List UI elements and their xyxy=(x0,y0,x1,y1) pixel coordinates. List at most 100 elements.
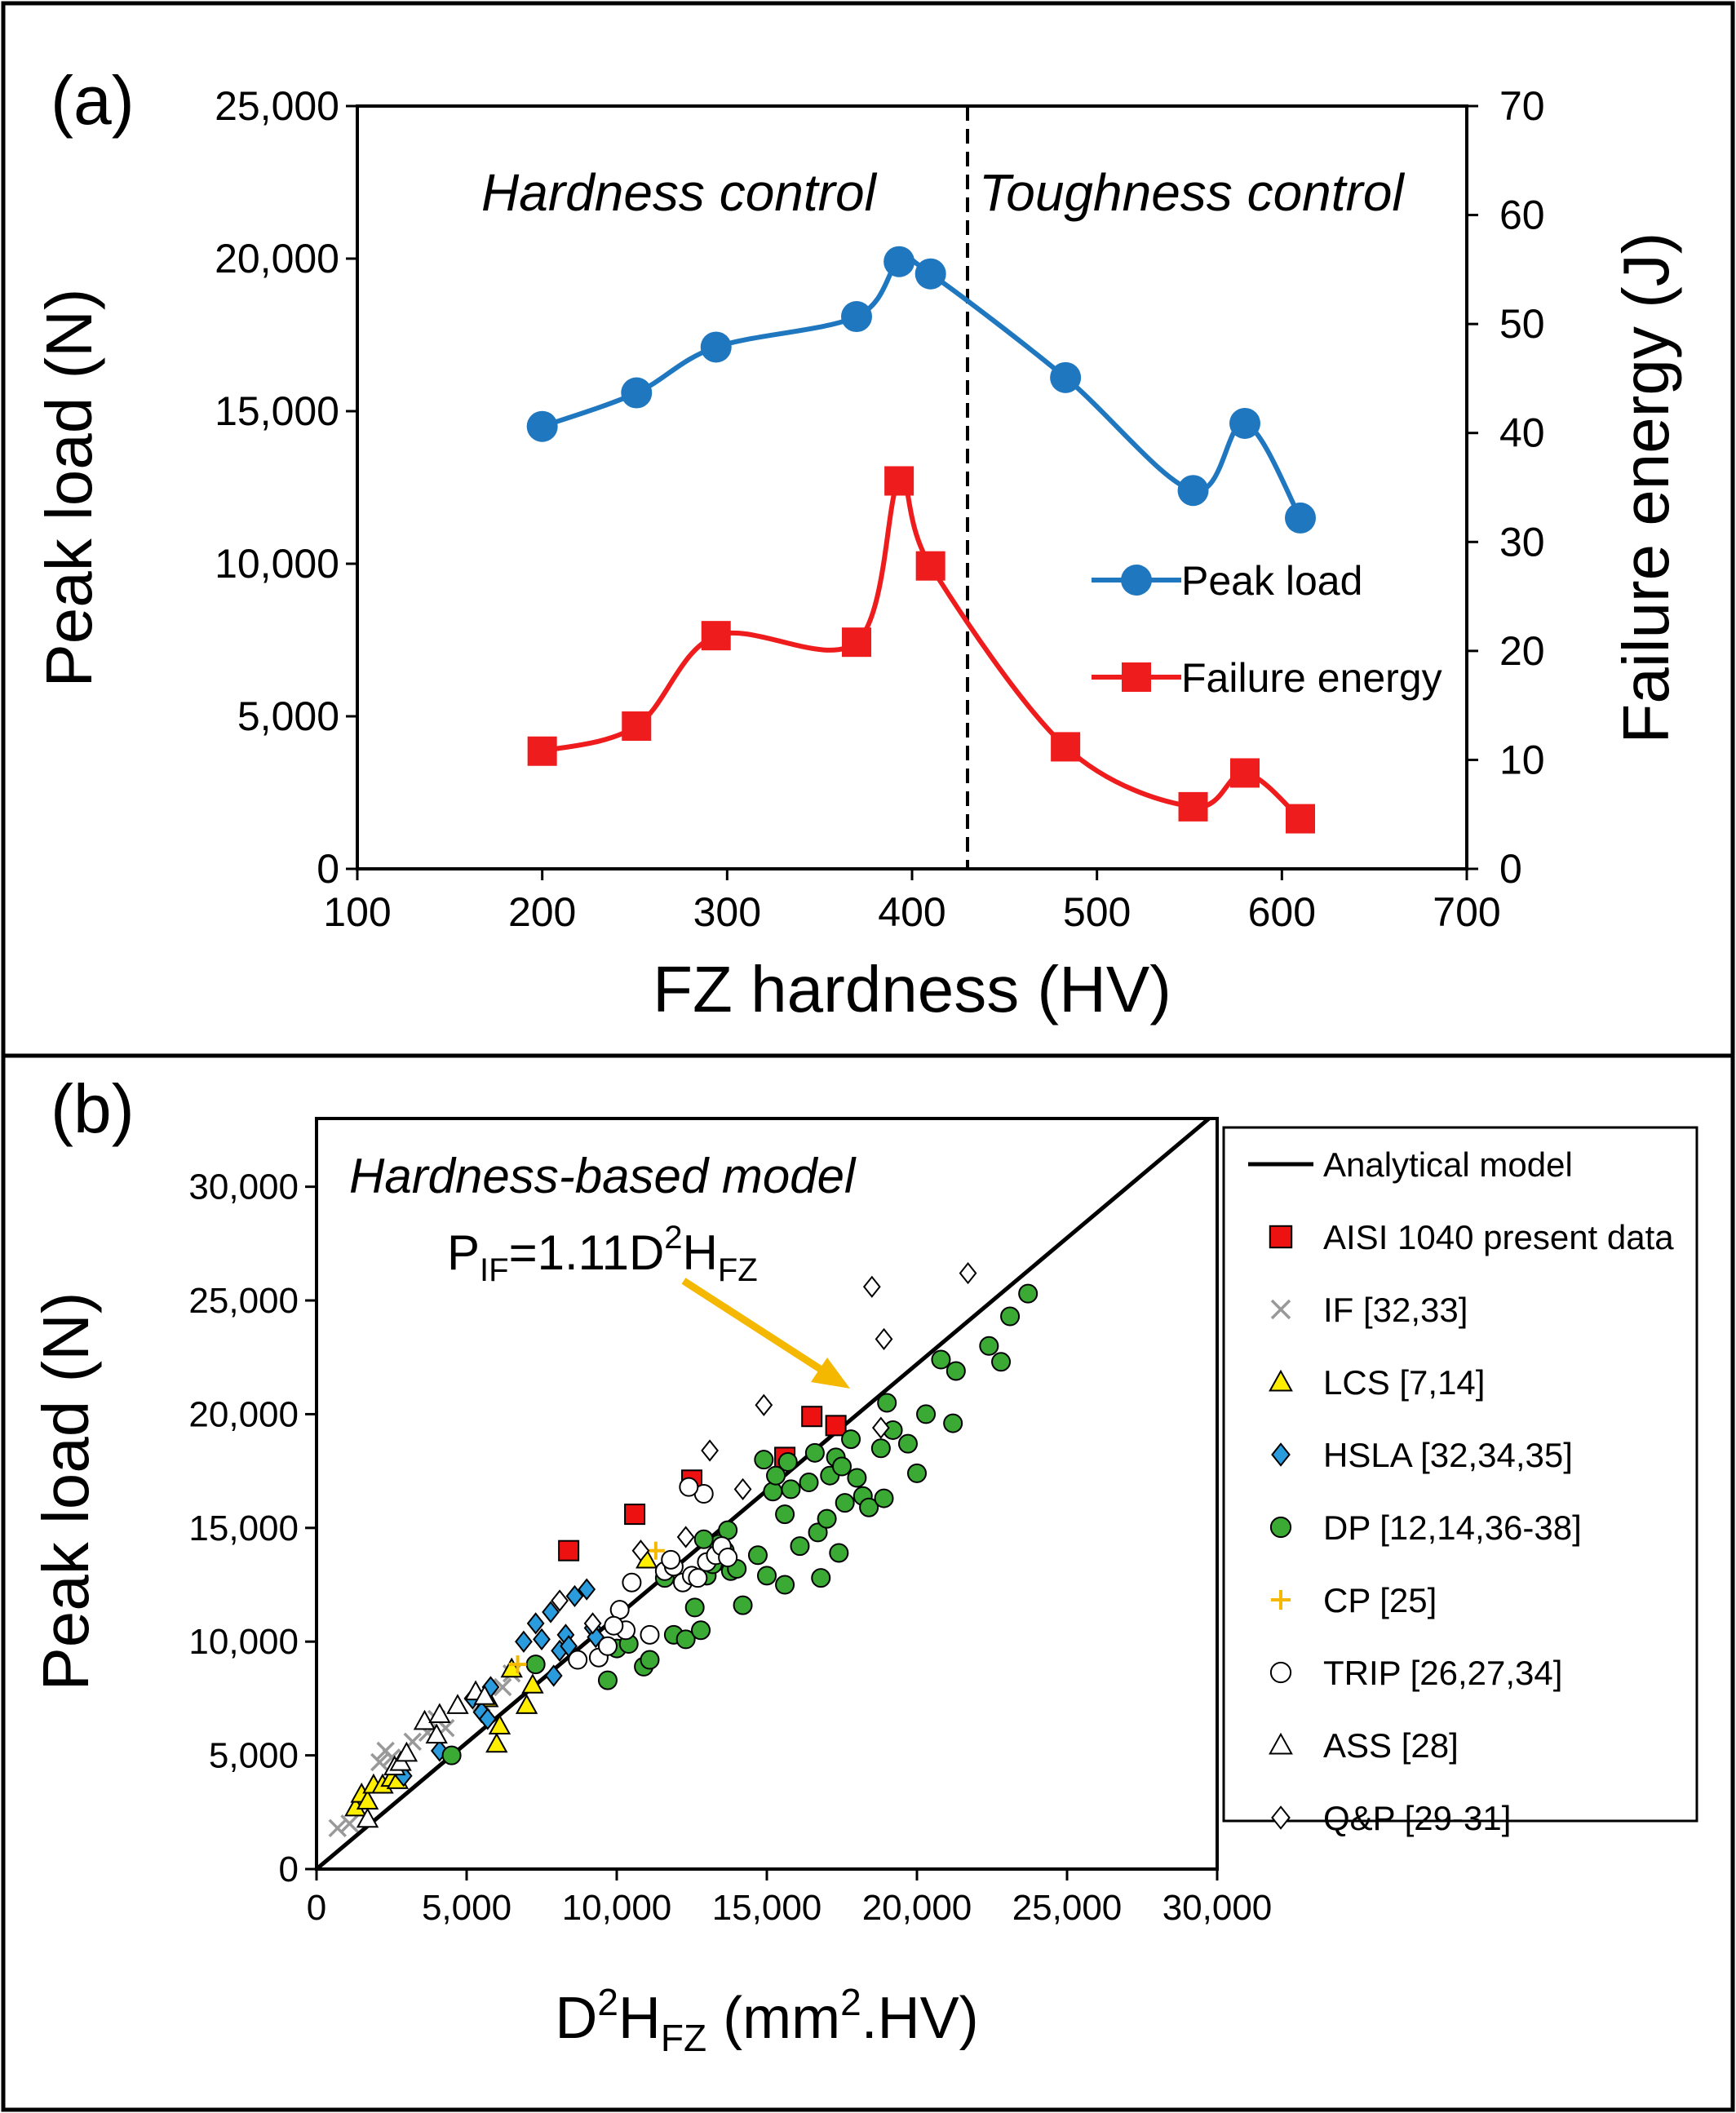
b-y-tick-label: 15,000 xyxy=(188,1508,299,1548)
point-dp-12-14-36-38 xyxy=(693,1529,714,1549)
legend-marker-hsla-32-34-35 xyxy=(1271,1442,1291,1467)
point-failure-energy xyxy=(842,627,871,658)
point-failure-energy xyxy=(1051,732,1081,762)
equation-h: H xyxy=(683,1225,718,1280)
point-dp-12-14-36-38 xyxy=(525,1655,546,1675)
point-trip-26-27-34 xyxy=(718,1548,738,1568)
point-trip-26-27-34 xyxy=(661,1549,681,1570)
x-stroke xyxy=(370,1752,389,1772)
legend-marker-if-32-33 xyxy=(1270,1299,1291,1320)
point-trip-26-27-34 xyxy=(679,1477,699,1497)
point-q-p-29-31 xyxy=(959,1261,977,1285)
point-ass-28 xyxy=(446,1694,469,1714)
annotation-hardness-control: Hardness control xyxy=(481,163,878,222)
point-dp-12-14-36-38 xyxy=(874,1488,894,1508)
a-y-tick-label: 5,000 xyxy=(237,693,339,739)
a-x-tick-label: 200 xyxy=(508,889,576,935)
point-failure-energy xyxy=(527,736,557,766)
annotation-hardness-based-model: Hardness-based model xyxy=(349,1149,857,1203)
point-hsla-32-34-35 xyxy=(544,1664,563,1687)
panel-b-frame xyxy=(1,1053,1735,2112)
point-dp-12-14-36-38 xyxy=(777,1451,798,1472)
legend-label-trip-26-27-34: TRIP [26,27,34] xyxy=(1323,1654,1562,1692)
point-lcs-7-14 xyxy=(515,1694,538,1714)
point-trip-26-27-34 xyxy=(597,1636,618,1656)
point-dp-12-14-36-38 xyxy=(931,1349,951,1370)
point-peak-load xyxy=(841,301,872,333)
point-dp-12-14-36-38 xyxy=(781,1479,801,1499)
point-dp-12-14-36-38 xyxy=(766,1465,786,1486)
point-dp-12-14-36-38 xyxy=(441,1745,462,1765)
x-stroke xyxy=(382,1748,401,1767)
legend-label-dp-12-14-36-38: DP [12,14,36-38] xyxy=(1323,1508,1582,1547)
point-dp-12-14-36-38 xyxy=(946,1361,966,1381)
panel-b-plot-area xyxy=(315,1117,1219,1871)
point-dp-12-14-36-38 xyxy=(754,1450,774,1470)
point-dp-12-14-36-38 xyxy=(808,1522,828,1543)
legend-marker-cp-25 xyxy=(1270,1589,1291,1610)
b-y-tick-label: 25,000 xyxy=(188,1281,299,1321)
point-dp-12-14-36-38 xyxy=(691,1620,711,1641)
point-hsla-32-34-35 xyxy=(560,1635,578,1658)
legend-marker-failure-energy xyxy=(1122,662,1151,692)
b-x-tick-label: 25,000 xyxy=(1012,1888,1123,1928)
legend-marker-peak-load xyxy=(1121,565,1152,596)
point-trip-26-27-34 xyxy=(604,1615,624,1636)
arrow-head xyxy=(811,1358,850,1389)
legend-label-lcs-7-14: LCS [7,14] xyxy=(1323,1363,1485,1402)
a-y-tick-label: 25,000 xyxy=(215,83,339,129)
panel-b: (b) 0 5,000 10,000 15,000 20,000 25,000 30,000… xyxy=(29,1070,1698,2059)
point-dp-12-14-36-38 xyxy=(799,1473,819,1493)
equation-sub-if: IF xyxy=(480,1252,509,1288)
point-lcs-7-14 xyxy=(485,1732,508,1753)
point-dp-12-14-36-38 xyxy=(775,1575,795,1595)
point-peak-load xyxy=(1177,475,1209,507)
point-if-32-33 xyxy=(340,1814,359,1833)
point-q-p-29-31 xyxy=(631,1539,650,1562)
arrow-shaft xyxy=(681,1278,826,1375)
a-y2-tick-label: 20 xyxy=(1499,628,1545,674)
a-y-tick-label: 15,000 xyxy=(215,388,339,434)
legend-label-analytical-model: Analytical model xyxy=(1323,1145,1573,1184)
analytical-model-line xyxy=(315,1117,1211,1871)
point-dp-12-14-36-38 xyxy=(916,1404,937,1424)
point-dp-12-14-36-38 xyxy=(763,1482,783,1502)
b-y-tick-label: 0 xyxy=(279,1849,299,1889)
point-ass-28 xyxy=(395,1741,418,1762)
a-y2-tick-label: 10 xyxy=(1499,737,1545,782)
point-dp-12-14-36-38 xyxy=(829,1543,849,1563)
b-y-tick-label: 30,000 xyxy=(188,1167,299,1207)
point-q-p-29-31 xyxy=(875,1327,893,1351)
panel-b-x-axis-label: D2HFZ (mm2.HV) xyxy=(555,1981,978,2059)
point-dp-12-14-36-38 xyxy=(847,1468,867,1488)
point-dp-12-14-36-38 xyxy=(640,1650,660,1670)
point-trip-26-27-34 xyxy=(688,1568,708,1588)
point-hsla-32-34-35 xyxy=(533,1628,551,1651)
point-ass-28 xyxy=(425,1723,448,1744)
a-y2-tick-label: 30 xyxy=(1499,519,1545,565)
point-dp-12-14-36-38 xyxy=(877,1393,897,1413)
a-y2-tick-label: 40 xyxy=(1499,410,1545,456)
a-x-tick-label: 100 xyxy=(323,889,391,935)
point-failure-energy xyxy=(701,621,731,651)
point-dp-12-14-36-38 xyxy=(979,1336,999,1356)
point-ass-28 xyxy=(413,1709,436,1730)
point-ass-28 xyxy=(356,1807,379,1828)
equation-sup: 2 xyxy=(664,1220,682,1256)
point-dp-12-14-36-38 xyxy=(747,1545,768,1566)
point-hsla-32-34-35 xyxy=(542,1601,560,1624)
point-dp-12-14-36-38 xyxy=(1000,1306,1021,1327)
legend-marker-ass-28 xyxy=(1269,1732,1293,1755)
point-if-32-33 xyxy=(370,1752,389,1772)
point-aisi-1040-present-data xyxy=(825,1415,847,1437)
point-dp-12-14-36-38 xyxy=(733,1595,753,1615)
annotation-arrow xyxy=(681,1278,850,1389)
point-peak-load xyxy=(1050,361,1082,393)
point-if-32-33 xyxy=(328,1818,347,1838)
b-x-tick-label: 15,000 xyxy=(712,1888,822,1928)
legend-marker-q-p-29-31 xyxy=(1271,1805,1291,1830)
panel-a-plot-area xyxy=(356,104,1468,870)
point-failure-energy xyxy=(622,711,652,742)
a-x-tick-label: 600 xyxy=(1248,889,1316,935)
series-line-failure-energy xyxy=(541,476,1303,821)
